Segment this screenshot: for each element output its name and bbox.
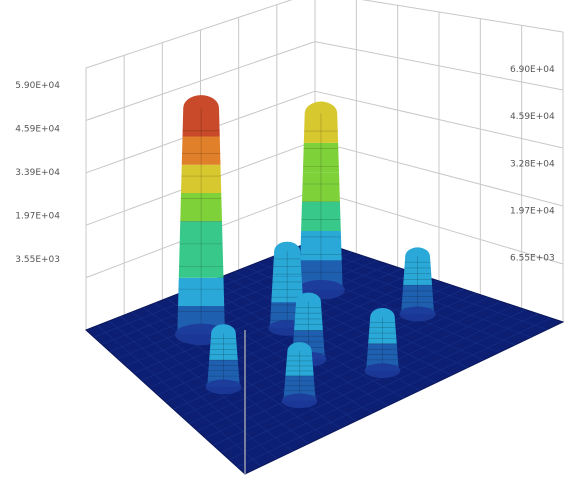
peak-slice — [178, 249, 224, 278]
peak-base — [399, 306, 436, 322]
peak-slice — [301, 201, 341, 232]
floor-grid — [223, 275, 436, 384]
z-axis-left: 5.90E+04 4.59E+04 3.39E+04 1.97E+04 3.55E+03 — [15, 81, 60, 265]
floor-grid — [234, 271, 452, 376]
peak-8 — [364, 307, 401, 378]
floor-grid — [205, 301, 502, 439]
peak-base — [205, 379, 242, 395]
peak-cap — [405, 247, 430, 266]
chart-peaks — [174, 95, 436, 409]
floor-grid — [236, 317, 551, 468]
peak-base — [364, 363, 401, 378]
z-tick-left: 3.55E+03 — [15, 255, 60, 265]
z-tick-right: 6.90E+04 — [510, 65, 555, 75]
peak-cap — [287, 342, 312, 360]
peak-slice — [302, 142, 340, 173]
peak-cap — [296, 292, 321, 311]
z-tick-right: 6.55E+03 — [510, 254, 555, 264]
peak-slice — [302, 172, 340, 202]
right-wall-grid-h — [314, 41, 564, 91]
z-axis-right: 6.90E+04 4.59E+04 3.28E+04 1.97E+04 6.55E+03 — [510, 65, 555, 264]
z-tick-left: 4.59E+04 — [15, 124, 60, 134]
peak-base — [281, 393, 318, 409]
peak-cap — [304, 101, 338, 126]
z-tick-left: 3.39E+04 — [15, 168, 60, 178]
floor-grid — [197, 297, 489, 432]
peak-slice — [178, 277, 225, 307]
peak-7 — [281, 342, 318, 409]
z-tick-right: 3.28E+04 — [510, 159, 555, 169]
z-tick-left: 1.97E+04 — [15, 211, 60, 221]
peak-cap — [183, 95, 219, 122]
peak-slice — [179, 221, 223, 250]
peak-slice — [366, 343, 399, 371]
right-wall-grid-h — [314, 189, 564, 265]
peak-slice — [300, 231, 342, 261]
peak-slice — [180, 192, 222, 222]
peak-cap — [211, 324, 236, 343]
peak-cap — [370, 307, 395, 326]
floor-grid — [213, 305, 514, 446]
peak-slice — [181, 164, 222, 193]
z-tick-right: 4.59E+04 — [510, 112, 555, 122]
chart-grid-walls — [85, 0, 564, 331]
peak-slice — [181, 136, 221, 165]
peak-4 — [205, 324, 242, 395]
peak-6 — [399, 247, 436, 322]
floor-grid — [228, 313, 539, 460]
right-wall-grid-h — [314, 140, 564, 207]
peak-2 — [297, 101, 345, 300]
peak-slice — [207, 360, 240, 387]
z-tick-right: 1.97E+04 — [510, 206, 555, 216]
peak-cap — [274, 241, 301, 261]
peak-slice — [271, 276, 304, 303]
floor-grid — [221, 309, 526, 453]
peak-slice — [401, 285, 435, 314]
left-wall-grid-h — [85, 41, 316, 121]
right-wall-grid-h — [314, 90, 564, 149]
peak-1 — [174, 95, 228, 346]
z-tick-left: 5.90E+04 — [15, 81, 60, 91]
